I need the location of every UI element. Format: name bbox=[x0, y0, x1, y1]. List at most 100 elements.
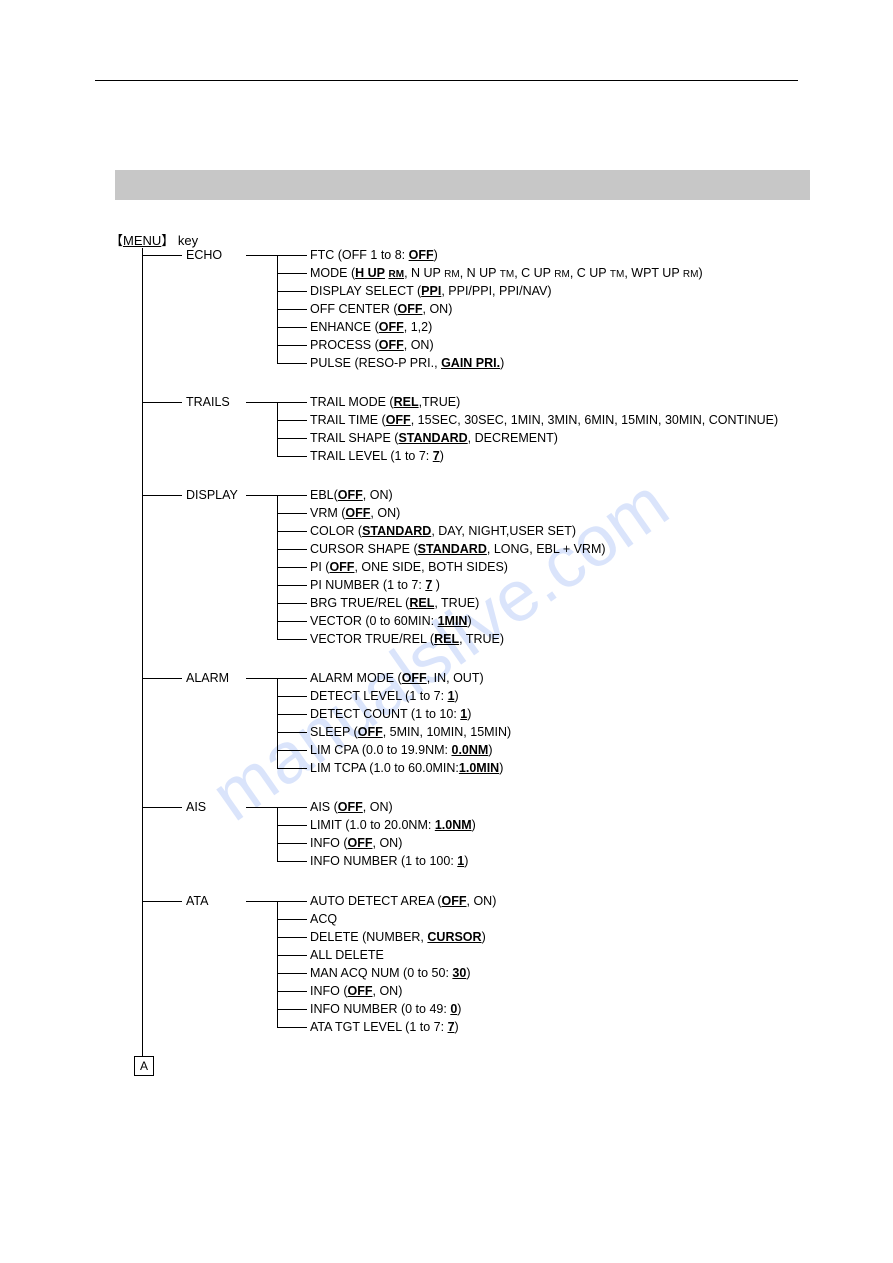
menu-item: PI NUMBER (1 to 7: 7 ) bbox=[310, 578, 440, 592]
item-tick bbox=[277, 768, 307, 769]
menu-item: EBL(OFF, ON) bbox=[310, 488, 393, 502]
item-tick bbox=[277, 1027, 307, 1028]
menu-item: TRAIL TIME (OFF, 15SEC, 30SEC, 1MIN, 3MI… bbox=[310, 413, 778, 427]
item-tick bbox=[277, 309, 307, 310]
item-tick bbox=[277, 843, 307, 844]
watermark-text: manualslive.com bbox=[197, 463, 683, 838]
menu-item: DETECT COUNT (1 to 10: 1) bbox=[310, 707, 471, 721]
section-connector bbox=[246, 807, 277, 808]
menu-item: INFO NUMBER (1 to 100: 1) bbox=[310, 854, 468, 868]
menu-item: INFO (OFF, ON) bbox=[310, 984, 402, 998]
item-tick bbox=[277, 327, 307, 328]
section-label: AIS bbox=[186, 800, 206, 814]
item-tick bbox=[277, 345, 307, 346]
item-tick bbox=[277, 531, 307, 532]
child-trunk bbox=[277, 678, 278, 768]
section-label: ATA bbox=[186, 894, 208, 908]
item-tick bbox=[277, 291, 307, 292]
item-tick bbox=[277, 567, 307, 568]
section-connector bbox=[246, 255, 277, 256]
menu-item: LIM TCPA (1.0 to 60.0MIN:1.0MIN) bbox=[310, 761, 503, 775]
section-connector bbox=[246, 495, 277, 496]
menu-item: INFO NUMBER (0 to 49: 0) bbox=[310, 1002, 461, 1016]
menu-item: ALARM MODE (OFF, IN, OUT) bbox=[310, 671, 484, 685]
section-label: ECHO bbox=[186, 248, 222, 262]
child-trunk bbox=[277, 807, 278, 861]
menu-item: AIS (OFF, ON) bbox=[310, 800, 393, 814]
section-label: DISPLAY bbox=[186, 488, 238, 502]
item-tick bbox=[277, 807, 307, 808]
item-tick bbox=[277, 937, 307, 938]
menu-item: FTC (OFF 1 to 8: OFF) bbox=[310, 248, 438, 262]
menu-item: TRAIL MODE (REL,TRUE) bbox=[310, 395, 460, 409]
item-tick bbox=[277, 438, 307, 439]
item-tick bbox=[277, 273, 307, 274]
menu-item: ALL DELETE bbox=[310, 948, 384, 962]
title-band bbox=[115, 170, 810, 200]
item-tick bbox=[277, 255, 307, 256]
section-branch bbox=[142, 495, 182, 496]
menu-item: VECTOR TRUE/REL (REL, TRUE) bbox=[310, 632, 504, 646]
section-label: ALARM bbox=[186, 671, 229, 685]
item-tick bbox=[277, 585, 307, 586]
menu-item: ATA TGT LEVEL (1 to 7: 7) bbox=[310, 1020, 459, 1034]
main-trunk-line bbox=[142, 248, 143, 1062]
root-key-label: 【MENU】 key bbox=[110, 230, 198, 249]
item-tick bbox=[277, 973, 307, 974]
menu-item: VRM (OFF, ON) bbox=[310, 506, 400, 520]
item-tick bbox=[277, 825, 307, 826]
item-tick bbox=[277, 696, 307, 697]
menu-item: PULSE (RESO-P PRI., GAIN PRI.) bbox=[310, 356, 504, 370]
menu-item: OFF CENTER (OFF, ON) bbox=[310, 302, 452, 316]
item-tick bbox=[277, 678, 307, 679]
item-tick bbox=[277, 732, 307, 733]
section-label: TRAILS bbox=[186, 395, 230, 409]
section-connector bbox=[246, 678, 277, 679]
menu-item: LIMIT (1.0 to 20.0NM: 1.0NM) bbox=[310, 818, 476, 832]
menu-item: INFO (OFF, ON) bbox=[310, 836, 402, 850]
item-tick bbox=[277, 991, 307, 992]
section-branch bbox=[142, 255, 182, 256]
menu-item: MAN ACQ NUM (0 to 50: 30) bbox=[310, 966, 470, 980]
item-tick bbox=[277, 402, 307, 403]
menu-item: ENHANCE (OFF, 1,2) bbox=[310, 320, 432, 334]
menu-item: VECTOR (0 to 60MIN: 1MIN) bbox=[310, 614, 472, 628]
menu-item: CURSOR SHAPE (STANDARD, LONG, EBL + VRM) bbox=[310, 542, 606, 556]
section-branch bbox=[142, 678, 182, 679]
menu-item: PROCESS (OFF, ON) bbox=[310, 338, 434, 352]
item-tick bbox=[277, 495, 307, 496]
section-connector bbox=[246, 901, 277, 902]
item-tick bbox=[277, 901, 307, 902]
menu-item: DISPLAY SELECT (PPI, PPI/PPI, PPI/NAV) bbox=[310, 284, 552, 298]
menu-item: LIM CPA (0.0 to 19.9NM: 0.0NM) bbox=[310, 743, 493, 757]
item-tick bbox=[277, 955, 307, 956]
menu-item: BRG TRUE/REL (REL, TRUE) bbox=[310, 596, 479, 610]
child-trunk bbox=[277, 402, 278, 456]
item-tick bbox=[277, 750, 307, 751]
item-tick bbox=[277, 1009, 307, 1010]
item-tick bbox=[277, 714, 307, 715]
menu-item: DETECT LEVEL (1 to 7: 1) bbox=[310, 689, 459, 703]
item-tick bbox=[277, 513, 307, 514]
menu-item: SLEEP (OFF, 5MIN, 10MIN, 15MIN) bbox=[310, 725, 511, 739]
continuation-box: A bbox=[134, 1056, 154, 1076]
top-rule bbox=[95, 80, 798, 81]
section-branch bbox=[142, 807, 182, 808]
menu-item: MODE (H UP RM, N UP RM, N UP TM, C UP RM… bbox=[310, 266, 703, 280]
item-tick bbox=[277, 456, 307, 457]
section-branch bbox=[142, 402, 182, 403]
item-tick bbox=[277, 861, 307, 862]
menu-item: TRAIL LEVEL (1 to 7: 7) bbox=[310, 449, 444, 463]
item-tick bbox=[277, 549, 307, 550]
item-tick bbox=[277, 621, 307, 622]
menu-item: DELETE (NUMBER, CURSOR) bbox=[310, 930, 486, 944]
item-tick bbox=[277, 420, 307, 421]
menu-item: ACQ bbox=[310, 912, 337, 926]
item-tick bbox=[277, 363, 307, 364]
menu-item: TRAIL SHAPE (STANDARD, DECREMENT) bbox=[310, 431, 558, 445]
section-connector bbox=[246, 402, 277, 403]
menu-item: PI (OFF, ONE SIDE, BOTH SIDES) bbox=[310, 560, 508, 574]
item-tick bbox=[277, 639, 307, 640]
menu-item: COLOR (STANDARD, DAY, NIGHT,USER SET) bbox=[310, 524, 576, 538]
menu-item: AUTO DETECT AREA (OFF, ON) bbox=[310, 894, 496, 908]
